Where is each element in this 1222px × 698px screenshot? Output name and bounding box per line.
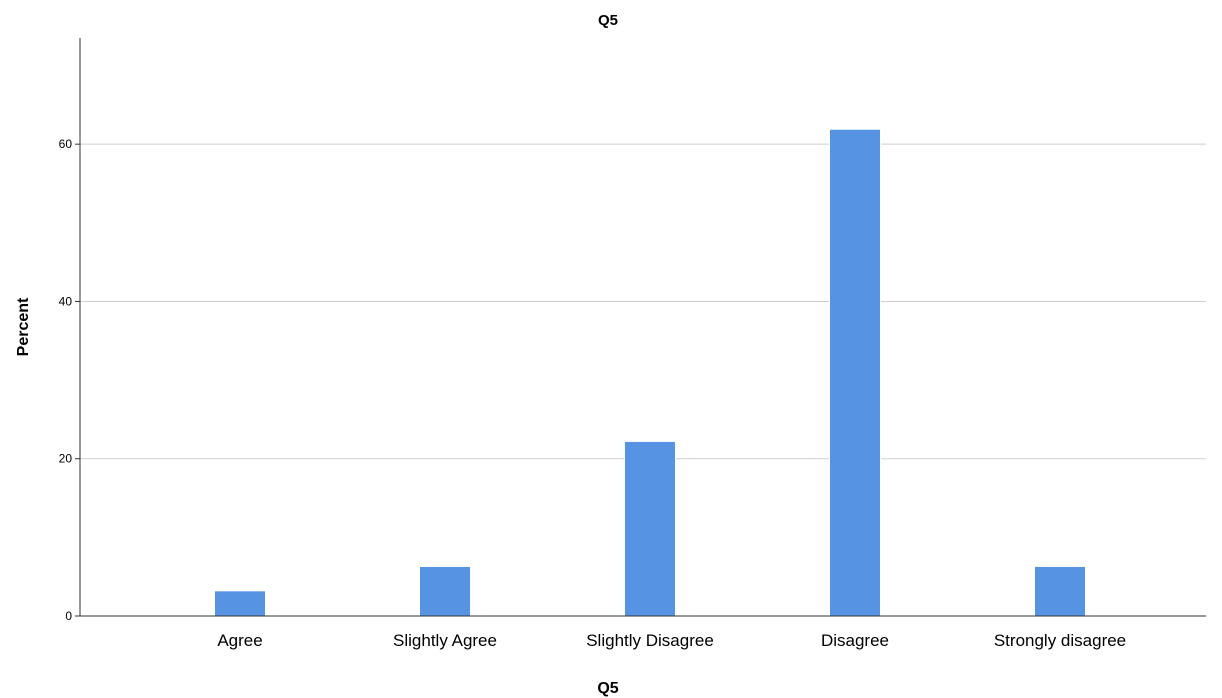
y-tick-label: 60 [59, 137, 73, 151]
x-tick-label: Disagree [821, 631, 889, 650]
gridlines [80, 143, 1206, 460]
bar-slightly-disagree [624, 440, 676, 617]
y-tick-label: 0 [65, 609, 72, 623]
x-tick-label: Slightly Agree [393, 631, 497, 650]
x-tick-label: Slightly Disagree [586, 631, 714, 650]
y-axis-title: Percent [15, 297, 32, 356]
bars [214, 128, 1086, 617]
chart-title: Q5 [598, 12, 618, 29]
x-tick-label: Agree [217, 631, 262, 650]
bar-strongly-disagree [1034, 565, 1086, 617]
y-tick-labels: 0 20 40 60 [59, 137, 80, 623]
x-tick-label: Strongly disagree [994, 631, 1126, 650]
bar-disagree [829, 128, 881, 617]
x-tick-labels: Agree Slightly Agree Slightly Disagree Disa… [217, 631, 1126, 650]
x-axis-title: Q5 [597, 680, 618, 697]
bar-slightly-agree [419, 565, 471, 617]
y-tick-label: 20 [59, 452, 73, 466]
bar-agree [214, 590, 266, 617]
y-tick-label: 40 [59, 294, 73, 308]
